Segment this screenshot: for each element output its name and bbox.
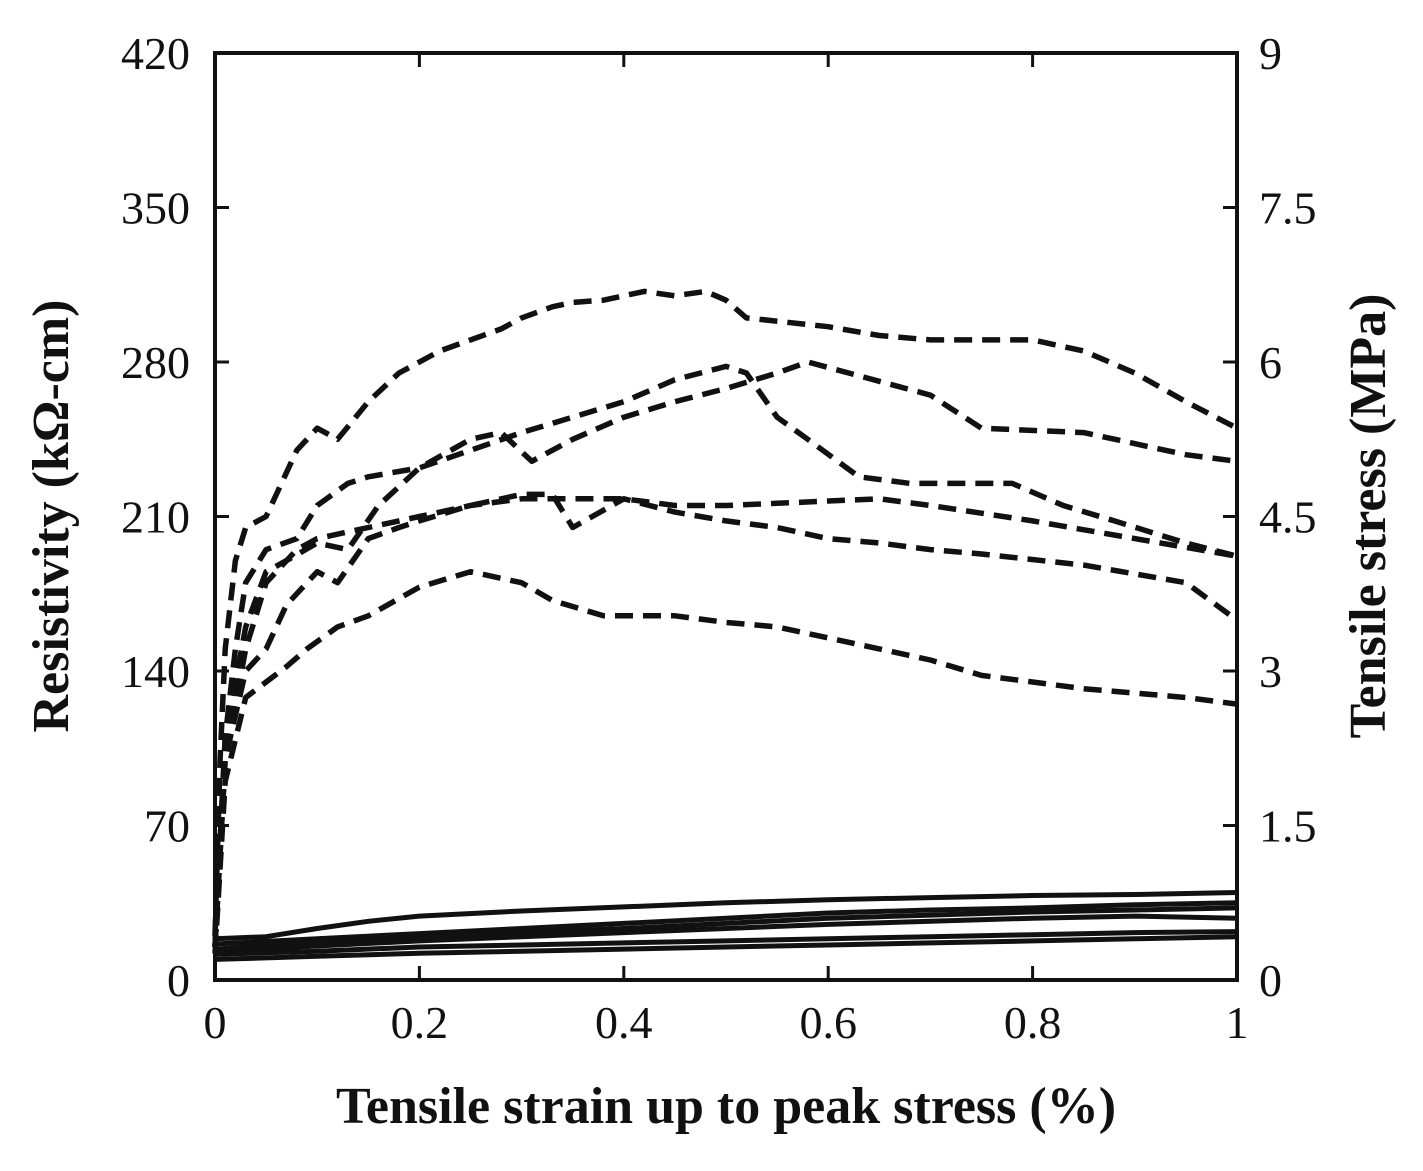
x-axis-title: Tensile strain up to peak stress (%) — [336, 1078, 1116, 1135]
y-axis-left-title: Resistivity (kΩ-cm) — [23, 300, 80, 733]
y-tick-label-left: 0 — [167, 955, 190, 1006]
y-tick-label-left: 350 — [121, 183, 190, 234]
stress-series-9 — [214, 905, 1238, 952]
resistivity-series-4 — [212, 491, 1239, 948]
x-tick-label: 0.8 — [1004, 997, 1062, 1048]
y-tick-label-left: 140 — [121, 646, 190, 697]
resistivity-series-1 — [212, 288, 1239, 936]
stress-series-12 — [214, 934, 1238, 962]
y-tick-label-left: 210 — [121, 492, 190, 543]
y-tick-label-right: 3 — [1259, 646, 1282, 697]
resistivity-series-3 — [212, 359, 1238, 948]
stress-series-8 — [214, 900, 1238, 947]
y-tick-label-left: 280 — [121, 337, 190, 388]
y-tick-label-right: 4.5 — [1259, 492, 1317, 543]
y-tick-label-right: 0 — [1259, 955, 1282, 1006]
resistivity-series-2 — [212, 363, 1238, 948]
x-tick-label: 0.6 — [799, 997, 857, 1048]
y-tick-label-right: 6 — [1259, 337, 1282, 388]
tick-labels: 0 0.2 0.4 0.6 0.8 107014021028035042001.534.5… — [121, 28, 1317, 1048]
resistivity-series-5 — [212, 568, 1238, 954]
x-tick-label: 0 — [204, 997, 227, 1048]
y-axis-right-title: Tensile stress (MPa) — [1340, 294, 1397, 739]
stress-series-10 — [214, 913, 1238, 954]
y-tick-label-right: 9 — [1259, 28, 1282, 79]
resistivity-series-6 — [212, 496, 1238, 948]
y-tick-label-right: 7.5 — [1259, 183, 1317, 234]
y-tick-label-left: 420 — [121, 28, 190, 79]
x-tick-label: 0.2 — [391, 997, 449, 1048]
y-tick-label-right: 1.5 — [1259, 801, 1317, 852]
x-tick-label: 0.4 — [595, 997, 653, 1048]
ticks — [213, 51, 1239, 982]
stress-series-11 — [214, 929, 1238, 957]
stress-series-7 — [214, 890, 1238, 942]
x-tick-label: 1 — [1226, 997, 1249, 1048]
y-tick-label-left: 70 — [144, 801, 190, 852]
plot-lines — [212, 288, 1239, 962]
